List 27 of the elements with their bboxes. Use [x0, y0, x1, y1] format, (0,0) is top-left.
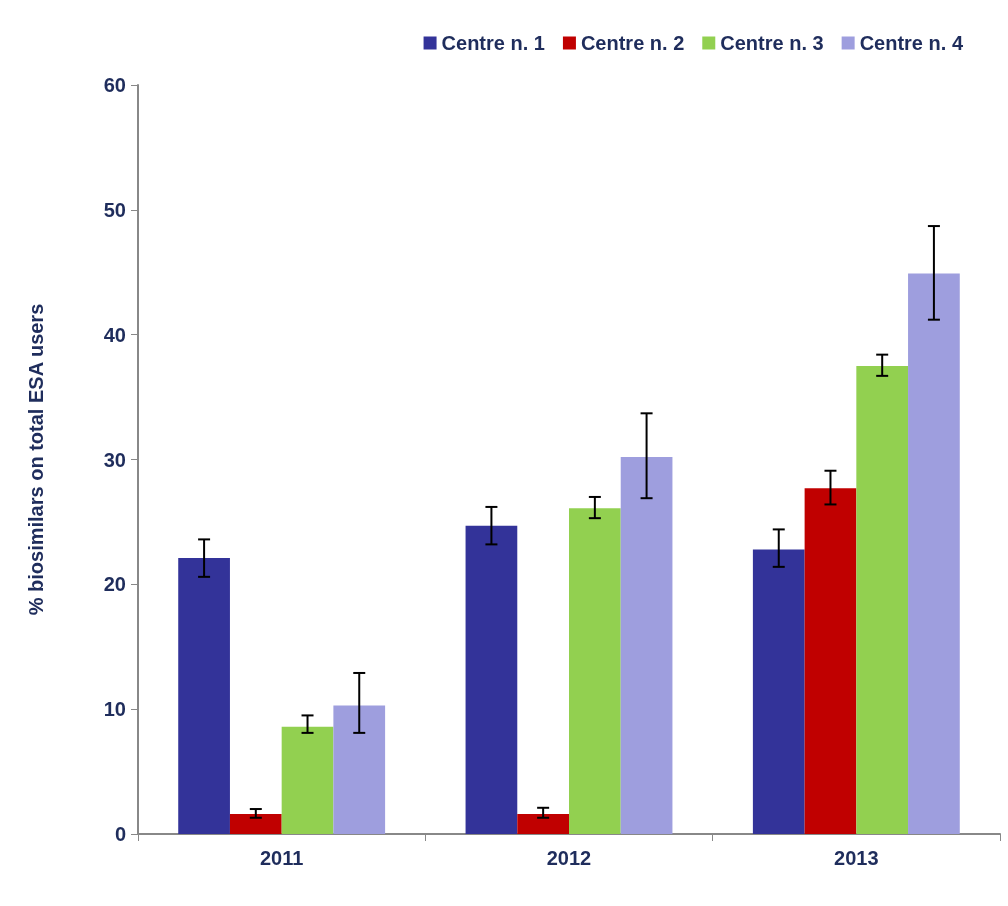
legend-label: Centre n. 2: [580, 32, 685, 54]
bar: [856, 365, 909, 834]
bar: [229, 814, 282, 834]
legend-label: Centre n. 4: [859, 32, 964, 54]
bar: [333, 705, 386, 834]
legend-label: Centre n. 3: [720, 32, 824, 54]
bar: [178, 558, 230, 834]
y-tick-label: 0: [114, 823, 126, 845]
bar: [569, 508, 621, 834]
bar: [465, 525, 518, 834]
y-tick-label: 50: [103, 198, 126, 221]
bar: [281, 726, 334, 834]
bar: [620, 457, 673, 834]
x-tick-label: 2012: [546, 847, 592, 869]
y-tick-label: 40: [103, 323, 126, 346]
bar: [752, 549, 805, 834]
y-axis-title: % biosimilars on total ESA users: [25, 303, 47, 616]
y-tick-label: 60: [103, 74, 126, 96]
legend-label: Centre n. 1: [441, 32, 545, 54]
y-tick-label: 10: [103, 698, 126, 721]
bar: [804, 488, 857, 834]
x-tick-label: 2013: [834, 847, 879, 869]
y-tick-label: 20: [103, 573, 126, 596]
bar: [517, 814, 569, 834]
bar: [908, 273, 960, 834]
x-tick-label: 2011: [259, 847, 304, 869]
y-tick-label: 30: [103, 448, 126, 471]
